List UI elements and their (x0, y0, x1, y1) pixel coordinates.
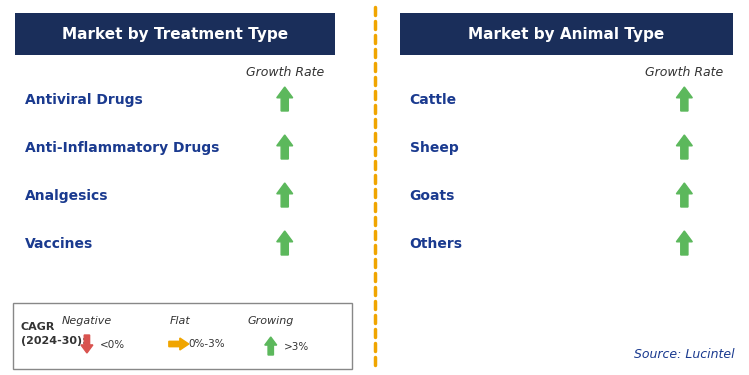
Text: >3%: >3% (284, 342, 309, 352)
Text: Vaccines: Vaccines (25, 237, 93, 251)
Text: Growth Rate: Growth Rate (645, 66, 724, 80)
Polygon shape (276, 183, 293, 207)
Text: 0%-3%: 0%-3% (189, 339, 225, 349)
Polygon shape (276, 87, 293, 111)
Polygon shape (81, 335, 93, 353)
Text: CAGR
(2024-30):: CAGR (2024-30): (21, 322, 87, 346)
Text: Cattle: Cattle (410, 93, 457, 107)
Text: Flat: Flat (169, 316, 190, 326)
FancyBboxPatch shape (400, 13, 733, 55)
Polygon shape (676, 183, 692, 207)
Polygon shape (676, 135, 692, 159)
Text: <0%: <0% (100, 340, 125, 350)
Text: Source: Lucintel: Source: Lucintel (634, 348, 735, 361)
Text: Analgesics: Analgesics (25, 189, 109, 203)
Text: Goats: Goats (410, 189, 455, 203)
Polygon shape (264, 337, 276, 355)
Text: Growth Rate: Growth Rate (246, 66, 324, 80)
Polygon shape (169, 338, 189, 350)
Polygon shape (676, 87, 692, 111)
Polygon shape (276, 231, 293, 255)
Polygon shape (276, 135, 293, 159)
Text: Others: Others (410, 237, 463, 251)
Text: Sheep: Sheep (410, 141, 458, 155)
Text: Market by Treatment Type: Market by Treatment Type (61, 27, 288, 42)
FancyBboxPatch shape (13, 303, 352, 369)
Text: Anti-Inflammatory Drugs: Anti-Inflammatory Drugs (25, 141, 219, 155)
Text: Growing: Growing (248, 316, 294, 326)
Polygon shape (676, 231, 692, 255)
Text: Negative: Negative (61, 316, 112, 326)
FancyBboxPatch shape (15, 13, 335, 55)
Text: Antiviral Drugs: Antiviral Drugs (25, 93, 143, 107)
Text: Market by Animal Type: Market by Animal Type (468, 27, 664, 42)
